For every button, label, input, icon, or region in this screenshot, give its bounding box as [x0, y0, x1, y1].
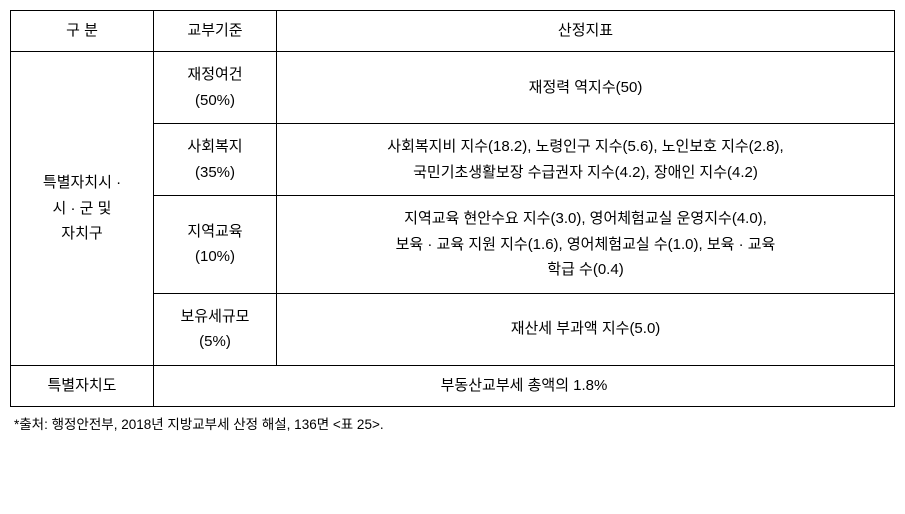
- criterion-cell: 재정여건(50%): [154, 52, 277, 124]
- indicator-table: 구 분 교부기준 산정지표 특별자치시 ·시 · 군 및자치구 재정여건(50%…: [10, 10, 895, 407]
- criterion-cell: 지역교육(10%): [154, 196, 277, 294]
- indicator-cell: 사회복지비 지수(18.2), 노령인구 지수(5.6), 노인보호 지수(2.…: [277, 124, 895, 196]
- indicator-cell: 재산세 부과액 지수(5.0): [277, 293, 895, 365]
- table-row: 특별자치시 ·시 · 군 및자치구 재정여건(50%) 재정력 역지수(50): [11, 52, 895, 124]
- criterion-cell: 보유세규모(5%): [154, 293, 277, 365]
- source-text: *출처: 행정안전부, 2018년 지방교부세 산정 해설, 136면 <표 2…: [10, 413, 895, 433]
- bottom-row: 특별자치도 부동산교부세 총액의 1.8%: [11, 365, 895, 406]
- header-row: 구 분 교부기준 산정지표: [11, 11, 895, 52]
- indicator-cell: 지역교육 현안수요 지수(3.0), 영어체험교실 운영지수(4.0),보육 ·…: [277, 196, 895, 294]
- main-category-cell: 특별자치시 ·시 · 군 및자치구: [11, 52, 154, 366]
- bottom-category-cell: 특별자치도: [11, 365, 154, 406]
- criterion-cell: 사회복지(35%): [154, 124, 277, 196]
- header-category: 구 분: [11, 11, 154, 52]
- bottom-content-cell: 부동산교부세 총액의 1.8%: [154, 365, 895, 406]
- header-criterion: 교부기준: [154, 11, 277, 52]
- indicator-cell: 재정력 역지수(50): [277, 52, 895, 124]
- header-indicator: 산정지표: [277, 11, 895, 52]
